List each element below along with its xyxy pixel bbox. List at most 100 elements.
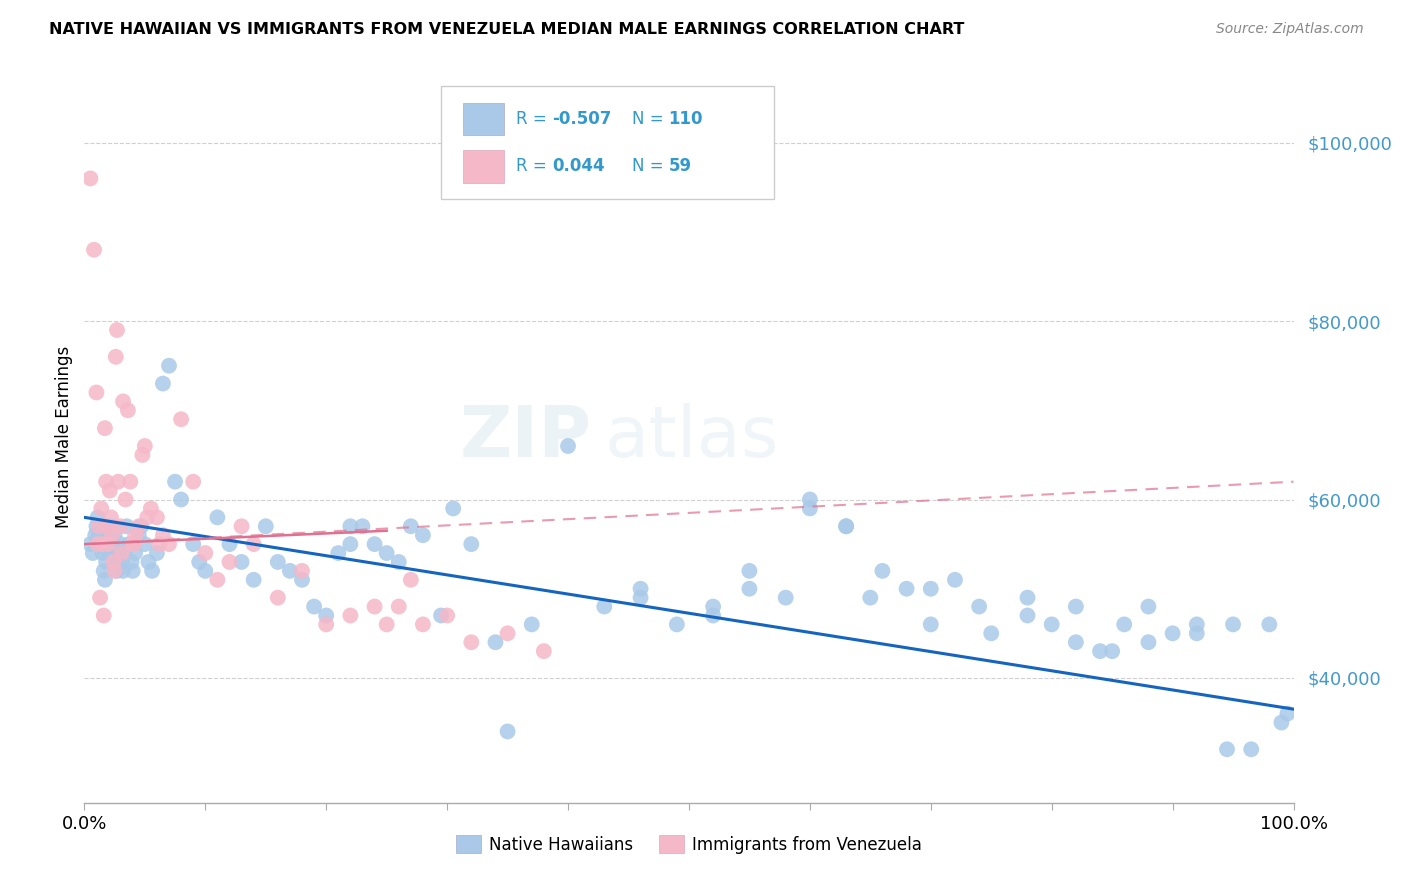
Point: [110, 519, 132, 533]
Point: [112, 394, 135, 409]
Point: [129, 519, 152, 533]
Point: [146, 510, 169, 524]
Point: [98, 483, 121, 498]
FancyBboxPatch shape: [463, 103, 503, 135]
Point: [980, 626, 1002, 640]
Point: [84, 528, 107, 542]
Point: [375, 546, 398, 560]
Point: [128, 528, 150, 542]
Point: [430, 608, 453, 623]
Point: [114, 492, 136, 507]
Point: [207, 510, 229, 524]
Point: [665, 617, 688, 632]
Point: [436, 608, 458, 623]
Point: [96, 519, 118, 533]
Point: [97, 537, 120, 551]
Point: [872, 564, 894, 578]
Point: [1270, 715, 1292, 730]
Point: [79, 171, 101, 186]
Point: [242, 573, 264, 587]
Point: [328, 546, 350, 560]
Point: [112, 546, 135, 560]
Point: [112, 564, 135, 578]
Point: [835, 519, 858, 533]
Point: [1137, 635, 1160, 649]
Point: [194, 564, 217, 578]
Point: [1064, 599, 1087, 614]
Point: [148, 537, 170, 551]
Point: [111, 555, 134, 569]
Point: [86, 519, 108, 533]
Point: [702, 608, 724, 623]
Point: [1040, 617, 1063, 632]
Point: [103, 546, 125, 560]
Point: [134, 439, 156, 453]
Point: [315, 617, 337, 632]
Text: N =: N =: [633, 158, 669, 176]
Point: [91, 537, 114, 551]
Point: [1277, 706, 1299, 721]
Point: [121, 564, 143, 578]
Point: [1185, 617, 1208, 632]
Point: [231, 555, 253, 569]
Point: [302, 599, 325, 614]
Point: [799, 492, 821, 507]
Point: [1137, 599, 1160, 614]
Point: [920, 617, 942, 632]
Point: [122, 537, 145, 551]
Point: [131, 448, 153, 462]
Point: [859, 591, 882, 605]
Text: NATIVE HAWAIIAN VS IMMIGRANTS FROM VENEZUELA MEDIAN MALE EARNINGS CORRELATION CH: NATIVE HAWAIIAN VS IMMIGRANTS FROM VENEZ…: [49, 22, 965, 37]
Text: -0.507: -0.507: [553, 110, 612, 128]
Point: [93, 608, 115, 623]
Point: [799, 501, 821, 516]
Point: [496, 724, 519, 739]
Point: [170, 492, 193, 507]
Point: [267, 555, 290, 569]
Point: [388, 555, 411, 569]
FancyBboxPatch shape: [463, 151, 503, 183]
Point: [105, 564, 128, 578]
Point: [630, 591, 652, 605]
Point: [399, 573, 422, 587]
Point: [101, 537, 124, 551]
Point: [557, 439, 579, 453]
Point: [291, 564, 314, 578]
Point: [79, 537, 101, 551]
Point: [104, 528, 127, 542]
Point: [835, 519, 858, 533]
Point: [134, 537, 156, 551]
Text: Source: ZipAtlas.com: Source: ZipAtlas.com: [1216, 22, 1364, 37]
Point: [231, 519, 253, 533]
Point: [105, 323, 128, 337]
Point: [1258, 617, 1281, 632]
Point: [93, 564, 115, 578]
Text: ZIP: ZIP: [460, 402, 592, 472]
Point: [775, 591, 797, 605]
Text: 0.044: 0.044: [553, 158, 605, 176]
Point: [82, 546, 104, 560]
Point: [117, 403, 139, 417]
FancyBboxPatch shape: [441, 86, 773, 200]
Point: [97, 546, 120, 560]
Point: [363, 537, 385, 551]
Point: [104, 555, 127, 569]
Point: [152, 528, 174, 542]
Point: [1185, 626, 1208, 640]
Point: [86, 385, 108, 400]
Point: [157, 359, 180, 373]
Point: [170, 412, 193, 426]
Point: [412, 617, 434, 632]
Point: [242, 537, 264, 551]
Point: [218, 555, 240, 569]
Point: [267, 591, 290, 605]
Text: R =: R =: [516, 158, 557, 176]
Point: [896, 582, 918, 596]
Point: [165, 475, 187, 489]
Point: [83, 243, 105, 257]
Point: [111, 546, 134, 560]
Point: [1161, 626, 1184, 640]
Point: [94, 573, 117, 587]
Point: [967, 599, 990, 614]
Point: [920, 582, 942, 596]
